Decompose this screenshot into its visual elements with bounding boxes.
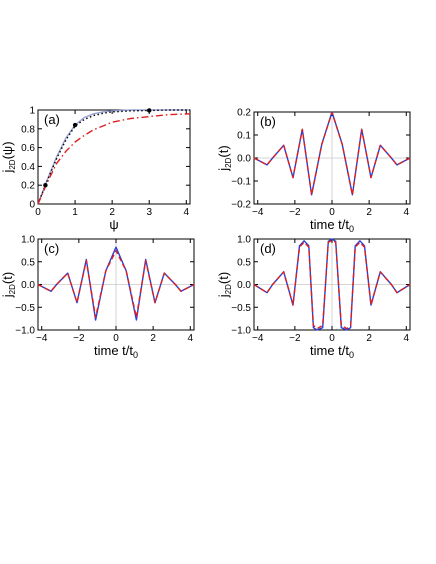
x-tick-label: 0 (329, 207, 335, 218)
x-tick-label: 4 (184, 207, 190, 218)
y-tick-label: −0.1 (231, 177, 251, 188)
y-tick-label: 0.0 (237, 280, 251, 291)
x-tick-label: 4 (404, 207, 410, 218)
y-tick-label: 0.5 (21, 257, 35, 268)
y-tick-label: −0.5 (15, 303, 35, 314)
y-tick-label: 0.2 (21, 181, 35, 192)
x-tick-label: 2 (109, 207, 115, 218)
x-axis-label-sub: 0 (349, 350, 354, 360)
x-tick-label: −4 (252, 207, 264, 218)
y-tick-label: 0.1 (237, 131, 251, 142)
x-tick-label: 3 (146, 207, 152, 218)
panel-label: (b) (260, 114, 276, 129)
y-axis-label-sub: 2D (8, 284, 17, 294)
x-tick-label: 0 (35, 207, 41, 218)
data-point (147, 108, 152, 113)
x-tick-label: 0 (113, 333, 119, 344)
y-tick-label: 0.2 (237, 108, 251, 119)
y-axis-label: j2D(ψ) (0, 141, 17, 173)
plot-frame (37, 109, 191, 205)
panel-1: −4 −2 0 2 4 −0.2 −0.1 0.0 0.1 0.2 (b) time t/t0 j2D(… (216, 108, 411, 234)
panel-label: (d) (260, 241, 276, 256)
x-tick-label: −2 (289, 333, 301, 344)
x-tick-label: −4 (36, 333, 48, 344)
y-axis-label-main: j (216, 294, 231, 298)
panel-label: (a) (44, 112, 60, 127)
x-tick-label: 2 (366, 333, 372, 344)
series-line (37, 109, 190, 205)
y-tick-label: 0.0 (21, 280, 35, 291)
data-point (43, 183, 48, 188)
y-axis-label-main: j (0, 294, 15, 298)
y-axis-label: j2D(t) (216, 145, 233, 171)
y-axis-label-sub: 2D (8, 159, 17, 169)
x-tick-label: 2 (366, 207, 372, 218)
x-tick-label: 1 (72, 207, 78, 218)
y-axis-label-tail: (t) (0, 272, 15, 284)
y-tick-label: 0.6 (21, 143, 35, 154)
y-tick-label: 1 (29, 106, 35, 117)
x-tick-label: 2 (150, 333, 156, 344)
panel-3: −4 −2 0 2 4 −1.0 −0.5 0.0 0.5 1.0 (d) time t/t0 j2D(… (216, 235, 411, 360)
series-line (37, 250, 195, 318)
y-axis-label: j2D(t) (0, 272, 17, 298)
y-axis-label-tail: (t) (216, 145, 231, 157)
y-axis-label-tail: (t) (216, 272, 231, 284)
x-axis-label-sub: 0 (349, 224, 354, 234)
x-axis-label: time t/t0 (310, 343, 354, 360)
y-axis-label-sub: 2D (224, 157, 233, 167)
series-line (253, 239, 411, 330)
panel-2: −4 −2 0 2 4 −1.0 −0.5 0.0 0.5 1.0 (c) time t/t0 j2D(… (0, 235, 195, 360)
y-tick-label: 0 (29, 200, 35, 211)
series-line (253, 111, 411, 196)
y-tick-label: −0.5 (231, 303, 251, 314)
x-tick-label: 4 (188, 333, 194, 344)
x-axis-label: time t/t0 (94, 343, 138, 360)
y-tick-label: 0.0 (237, 154, 251, 165)
y-axis-label-sub: 2D (224, 284, 233, 294)
y-tick-label: 0.4 (21, 162, 35, 173)
y-tick-label: −1.0 (15, 326, 35, 337)
y-tick-label: 1.0 (237, 235, 251, 246)
x-axis-label-sub: 0 (133, 350, 138, 360)
y-axis-label-main: j (0, 170, 15, 174)
y-tick-label: −1.0 (231, 326, 251, 337)
x-axis-label: ψ (109, 217, 118, 232)
x-tick-label: 0 (329, 333, 335, 344)
panel-0: 0 1 2 3 4 0 0.2 0.4 0.6 0.8 1 (a) ψ j2D(ψ) (0, 106, 191, 232)
x-tick-label: 4 (404, 333, 410, 344)
y-tick-label: 0.8 (21, 124, 35, 135)
y-axis-label-main: j (216, 168, 231, 172)
series-line (37, 113, 191, 205)
y-axis-label: j2D(t) (216, 272, 233, 298)
series-line (37, 109, 190, 205)
y-tick-label: 1.0 (21, 235, 35, 246)
panel-label: (c) (44, 241, 59, 256)
x-tick-label: −2 (73, 333, 85, 344)
x-tick-label: −4 (252, 333, 264, 344)
x-tick-label: −2 (289, 207, 301, 218)
y-tick-label: −0.2 (231, 200, 251, 211)
x-axis-label: time t/t0 (310, 217, 354, 234)
y-tick-label: 0.5 (237, 257, 251, 268)
data-point (72, 122, 78, 128)
y-axis-label-tail: (ψ) (0, 141, 15, 159)
